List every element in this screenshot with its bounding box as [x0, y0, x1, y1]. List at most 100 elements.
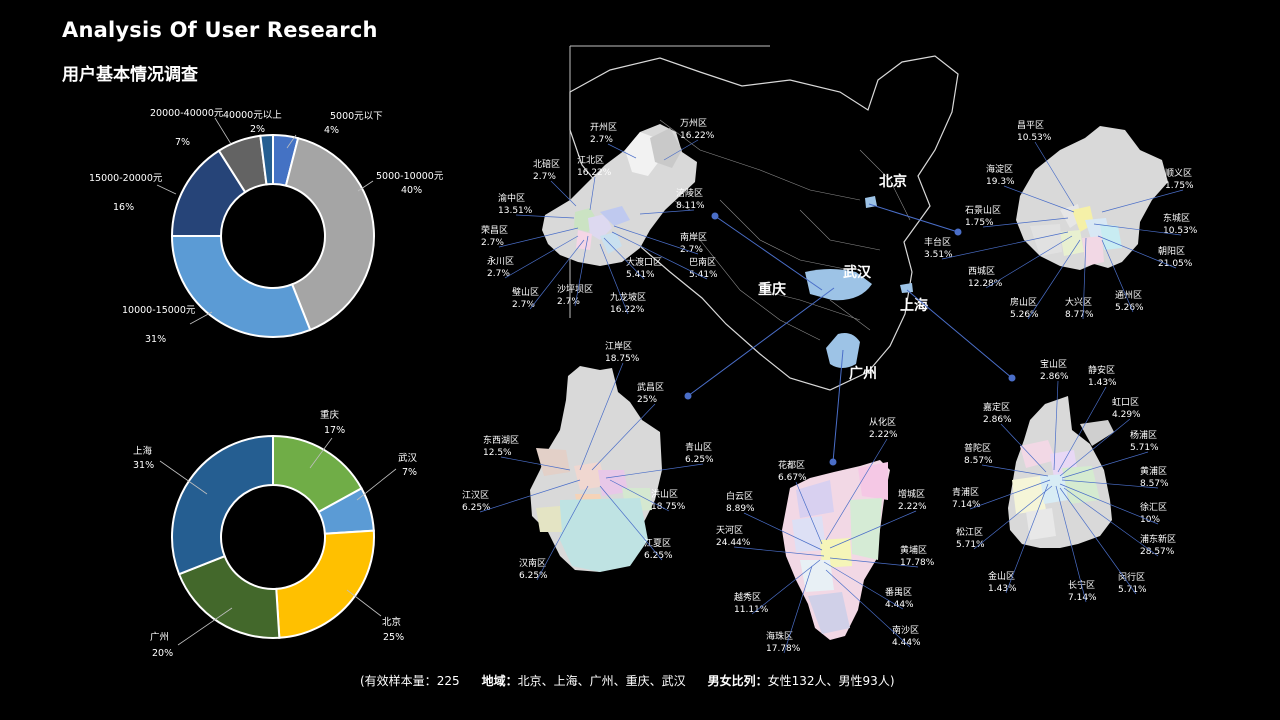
shanghai-district-value-11: 1.43% [988, 584, 1017, 594]
beijing-district-value-7: 12.28% [968, 279, 1003, 289]
chongqing-district-labels: 开州区 2.7% 万州区 16.22% 北碚区 2.7% 江北区 16.22% 涪陵区 8.11%… [481, 118, 718, 315]
income-slice-1 [284, 136, 375, 332]
shanghai-district-value-2: 2.86% [983, 415, 1012, 425]
beijing-district-name-0: 昌平区 [1017, 120, 1044, 131]
city-label-0-value: 17% [324, 425, 345, 436]
page-title: Analysis Of User Research [62, 18, 378, 42]
chongqing-leader-line-0 [607, 143, 637, 159]
guangzhou-district-name-9: 南沙区 [892, 624, 919, 636]
footer-sample-label: (有效样本量： [360, 674, 437, 688]
chongqing-district-value-2: 2.7% [533, 172, 556, 182]
chongqing-district-value-7: 2.7% [680, 245, 703, 255]
chongqing-district-name-0: 开州区 [590, 122, 617, 133]
map-connectors [684, 203, 1016, 466]
shanghai-district-name-5: 普陀区 [964, 442, 991, 454]
shanghai-district-value-6: 8.57% [1140, 479, 1169, 489]
chongqing-district-name-4: 涪陵区 [676, 187, 703, 199]
shanghai-district-name-0: 宝山区 [1040, 358, 1067, 370]
wuhan-district-labels: 江岸区 18.75% 武昌区 25% 东西湖区 12.5% 青山区 6.25% 江汉区 6.25%… [462, 341, 714, 581]
beijing-district-name-2: 顺义区 [1165, 168, 1192, 179]
wuhan-district-value-4: 6.25% [462, 503, 491, 513]
guangzhou-district-value-6: 11.11% [734, 605, 769, 615]
beijing-district-name-10: 通州区 [1115, 290, 1142, 301]
chongqing-district-name-10: 永川区 [487, 255, 514, 267]
guangzhou-district-value-5: 17.78% [900, 558, 935, 568]
shanghai-leader-line-13 [1059, 487, 1137, 595]
income-label-0-value: 4% [324, 125, 339, 136]
income-label-4-name: 20000-40000元 [150, 108, 224, 119]
city-label-4-value: 31% [133, 460, 154, 471]
guangzhou-district-value-4: 24.44% [716, 538, 751, 548]
guangzhou-district-value-9: 4.44% [892, 638, 921, 648]
beijing-leader-line-1 [1003, 185, 1075, 213]
guangzhou-leader-line-5 [829, 557, 919, 568]
shanghai-district-value-13: 5.71% [1118, 585, 1147, 595]
beijing-district-map [1016, 126, 1168, 270]
chongqing-leader-line-1 [663, 139, 699, 161]
wuhan-district-name-2: 东西湖区 [483, 434, 519, 446]
beijing-district-name-1: 海淀区 [986, 163, 1013, 175]
shanghai-district-name-8: 徐汇区 [1140, 501, 1167, 513]
chongqing-leader-line-5 [515, 214, 575, 219]
shanghai-leader-line-7 [969, 479, 1051, 510]
chongqing-leader-line-4 [639, 209, 695, 215]
wuhan-district-name-1: 武昌区 [637, 381, 664, 393]
guangzhou-district-name-8: 海珠区 [766, 630, 793, 642]
city-slice-2 [275, 529, 375, 639]
shanghai-district-name-13: 闵行区 [1118, 571, 1145, 583]
beijing-leader-line-5 [941, 231, 1069, 260]
beijing-leader-line-8 [1027, 239, 1081, 320]
chongqing-district-value-13: 16.22% [610, 305, 645, 315]
guangzhou-leader-line-3 [743, 512, 823, 551]
guangzhou-leader-line-6 [751, 559, 821, 615]
guangzhou-district-map [782, 460, 890, 640]
shanghai-leader-line-9 [973, 485, 1053, 550]
shanghai-district-value-8: 10% [1140, 515, 1160, 525]
guangzhou-district-value-0: 2.22% [869, 430, 898, 440]
city-name-wuhan: 武汉 [843, 264, 872, 281]
shanghai-leader-line-1 [1057, 386, 1107, 473]
guangzhou-district-name-2: 增城区 [898, 488, 925, 500]
wuhan-leader-line-2 [500, 456, 571, 471]
chongqing-district-name-13: 九龙坡区 [610, 291, 646, 303]
city-label-2-value: 25% [383, 632, 404, 643]
beijing-district-name-9: 大兴区 [1065, 296, 1092, 308]
shanghai-district-value-3: 4.29% [1112, 410, 1141, 420]
beijing-leader-line-0 [1034, 141, 1075, 207]
chongqing-district-value-11: 2.7% [512, 300, 535, 310]
city-donut-labels: 重庆 17% 武汉 7% 北京 25% 广州 20% 上海 31% [133, 409, 418, 659]
footer-region-value: 北京、上海、广州、重庆、武汉 [517, 674, 686, 688]
footer-ratio-label: 男女比列： [707, 674, 768, 688]
shanghai-leader-line-4 [1061, 451, 1149, 479]
income-donut-labels: 5000元以下 4% 5000-10000元 40% 10000-15000元 … [89, 108, 444, 345]
city-label-4-name: 上海 [133, 445, 153, 457]
wuhan-district-value-5: 18.75% [651, 502, 686, 512]
shanghai-leader-line-8 [1059, 483, 1159, 525]
city-label-0-name: 重庆 [320, 409, 340, 421]
beijing-district-name-8: 房山区 [1010, 296, 1037, 308]
beijing-district-value-0: 10.53% [1017, 133, 1052, 143]
income-label-1-value: 40% [401, 185, 422, 196]
beijing-leader-line-9 [1082, 237, 1087, 320]
chongqing-leader-line-2 [550, 180, 577, 207]
shanghai-district-name-4: 杨浦区 [1130, 429, 1157, 441]
beijing-district-value-3: 1.75% [965, 218, 994, 228]
guangzhou-leader-line-2 [829, 510, 917, 549]
wuhan-district-name-5: 洪山区 [651, 488, 678, 500]
beijing-district-value-5: 3.51% [924, 250, 953, 260]
chongqing-district-name-1: 万州区 [680, 118, 707, 129]
chongqing-district-value-6: 2.7% [481, 238, 504, 248]
chongqing-district-name-7: 南岸区 [680, 231, 707, 243]
city-slice-3 [177, 554, 281, 639]
shanghai-district-name-3: 虹口区 [1112, 397, 1139, 408]
income-label-1-name: 5000-10000元 [376, 171, 444, 182]
guangzhou-district-value-8: 17.78% [766, 644, 801, 654]
income-donut-chart [170, 133, 375, 338]
wuhan-district-name-0: 江岸区 [605, 341, 632, 352]
beijing-district-labels: 昌平区 10.53% 海淀区 19.3% 顺义区 1.75% 石景山区 1.75% 东城区 10.… [924, 120, 1198, 320]
income-label-3-name: 15000-20000元 [89, 173, 163, 184]
income-label-5-name: 40000元以上 [223, 110, 282, 121]
page-subtitle: 用户基本情况调查 [62, 65, 198, 85]
shanghai-leader-line-0 [1053, 380, 1059, 471]
wuhan-leader-line-4 [479, 479, 581, 513]
